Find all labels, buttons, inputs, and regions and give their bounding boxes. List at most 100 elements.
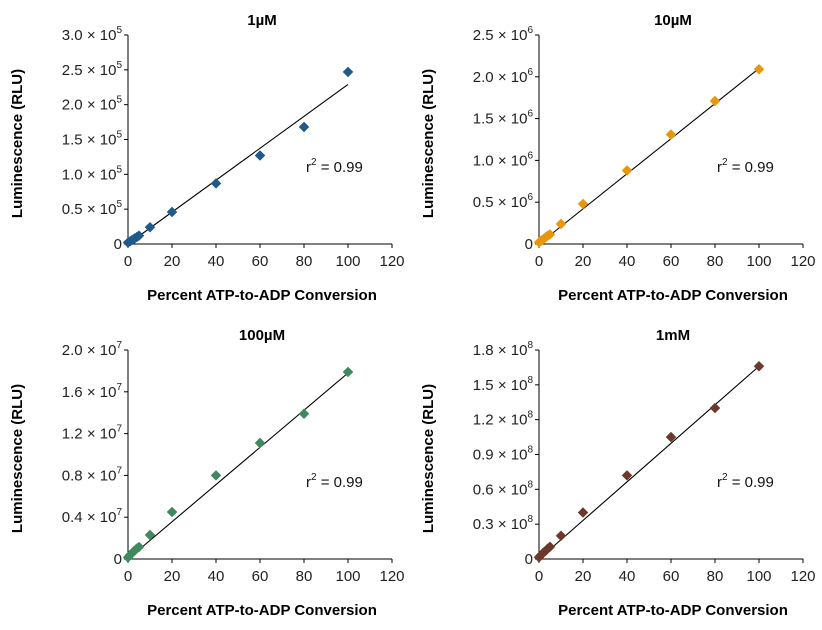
y-tick-mantissa: 2.5 × 10: [62, 62, 117, 79]
data-point: [665, 129, 677, 140]
x-tick-label: 20: [164, 568, 181, 585]
chart-panel-1uM: 1µM 0 0.5 × 105 1.0 × 105 1.5 × 105 2.0 × 105…: [0, 0, 411, 315]
x-tick-label: 100: [335, 253, 360, 270]
y-tick-mantissa: 0.3 × 10: [473, 516, 528, 533]
y-tick-label: 0.4 × 107: [62, 507, 123, 526]
y-tick-exponent: 7: [116, 465, 122, 476]
x-tick-label: 120: [379, 568, 404, 585]
y-tick-label: 1.0 × 106: [473, 150, 534, 169]
y-tick-mantissa: 1.0 × 10: [473, 152, 528, 169]
y-tick-mantissa: 1.5 × 10: [473, 377, 528, 394]
r-squared-exponent: 2: [722, 472, 728, 483]
data-point: [342, 366, 354, 378]
x-tick-label: 40: [619, 568, 636, 585]
y-tick-exponent: 6: [527, 192, 533, 203]
data-point: [254, 150, 266, 161]
r-squared-annotation: r2 = 0.99: [717, 157, 774, 176]
x-tick-label: 0: [535, 253, 543, 270]
x-tick-label: 100: [746, 253, 771, 270]
y-tick-mantissa: 0.8 × 10: [62, 467, 117, 484]
x-tick-label: 120: [790, 568, 815, 585]
y-tick-mantissa: 2.0 × 10: [62, 97, 117, 114]
regression-line: [127, 84, 349, 245]
r-squared-annotation: r2 = 0.99: [306, 157, 363, 176]
y-tick-mantissa: 1.8 × 10: [473, 342, 528, 359]
data-point: [133, 541, 145, 553]
chart-title: 10µM: [654, 12, 692, 29]
data-point: [621, 470, 633, 481]
y-tick-exponent: 6: [527, 109, 533, 120]
y-tick-mantissa: 1.5 × 10: [473, 111, 528, 128]
y-tick-exponent: 8: [527, 410, 533, 421]
y-tick-mantissa: 0.5 × 10: [62, 201, 117, 218]
y-tick-mantissa: 1.0 × 10: [62, 166, 117, 183]
x-axis-label: Percent ATP-to-ADP Conversion: [147, 287, 377, 304]
data-point: [298, 121, 310, 133]
y-tick-label: 0.5 × 105: [62, 199, 123, 218]
y-tick-label: 0: [114, 551, 122, 568]
data-point: [210, 470, 222, 481]
y-tick-mantissa: 0.5 × 10: [473, 194, 528, 211]
r-squared-value: = 0.99: [317, 474, 363, 491]
y-tick-label: 0: [525, 551, 533, 568]
data-point: [577, 198, 589, 210]
r-squared-annotation: r2 = 0.99: [717, 472, 774, 491]
y-axis-label: Luminescence (RLU): [9, 384, 26, 533]
y-tick-label: 1.5 × 106: [473, 109, 534, 128]
y-tick-exponent: 6: [527, 150, 533, 161]
data-point: [709, 95, 721, 107]
r-squared-value: = 0.99: [728, 474, 774, 491]
r-squared-value: = 0.99: [728, 159, 774, 176]
r-squared-symbol: r: [306, 159, 311, 176]
r-squared-symbol: r: [717, 159, 722, 176]
r-squared-exponent: 2: [311, 472, 317, 483]
y-tick-mantissa: 0: [114, 236, 122, 253]
y-tick-mantissa: 3.0 × 10: [62, 27, 117, 44]
chart-title: 1µM: [247, 12, 276, 29]
y-tick-label: 2.0 × 107: [62, 340, 123, 359]
y-tick-exponent: 7: [116, 507, 122, 518]
data-point: [254, 437, 266, 449]
y-tick-exponent: 5: [116, 199, 122, 210]
y-tick-exponent: 8: [527, 445, 533, 456]
x-tick-label: 40: [208, 253, 225, 270]
y-tick-exponent: 5: [116, 25, 122, 36]
y-axis-label: Luminescence (RLU): [420, 384, 437, 533]
y-tick-label: 0: [114, 236, 122, 253]
y-tick-mantissa: 2.5 × 10: [473, 27, 528, 44]
x-axis-label: Percent ATP-to-ADP Conversion: [147, 602, 377, 619]
x-tick-label: 100: [746, 568, 771, 585]
x-tick-label: 60: [252, 253, 269, 270]
data-point: [166, 506, 178, 518]
y-tick-mantissa: 1.2 × 10: [473, 412, 528, 429]
y-tick-label: 2.5 × 105: [62, 60, 123, 79]
x-tick-label: 20: [575, 253, 592, 270]
y-tick-mantissa: 2.0 × 10: [62, 342, 117, 359]
data-point: [342, 66, 354, 78]
chart-title: 1mM: [656, 327, 690, 344]
x-tick-label: 60: [663, 253, 680, 270]
y-tick-exponent: 5: [116, 60, 122, 71]
r-squared-symbol: r: [306, 474, 311, 491]
x-tick-label: 0: [124, 253, 132, 270]
y-tick-mantissa: 0.6 × 10: [473, 481, 528, 498]
y-tick-exponent: 7: [116, 424, 122, 435]
x-tick-label: 40: [208, 568, 225, 585]
y-tick-exponent: 8: [527, 479, 533, 490]
y-tick-label: 0.6 × 108: [473, 479, 534, 498]
y-tick-label: 2.0 × 106: [473, 67, 534, 86]
y-tick-label: 3.0 × 105: [62, 25, 123, 44]
x-tick-label: 80: [296, 568, 313, 585]
r-squared-exponent: 2: [722, 157, 728, 168]
y-tick-mantissa: 2.0 × 10: [473, 69, 528, 86]
y-axis-label: Luminescence (RLU): [9, 69, 26, 218]
data-point: [753, 360, 765, 372]
data-point: [577, 507, 589, 518]
data-point: [298, 408, 310, 420]
chart-title: 100µM: [239, 327, 285, 344]
x-tick-label: 80: [707, 568, 724, 585]
